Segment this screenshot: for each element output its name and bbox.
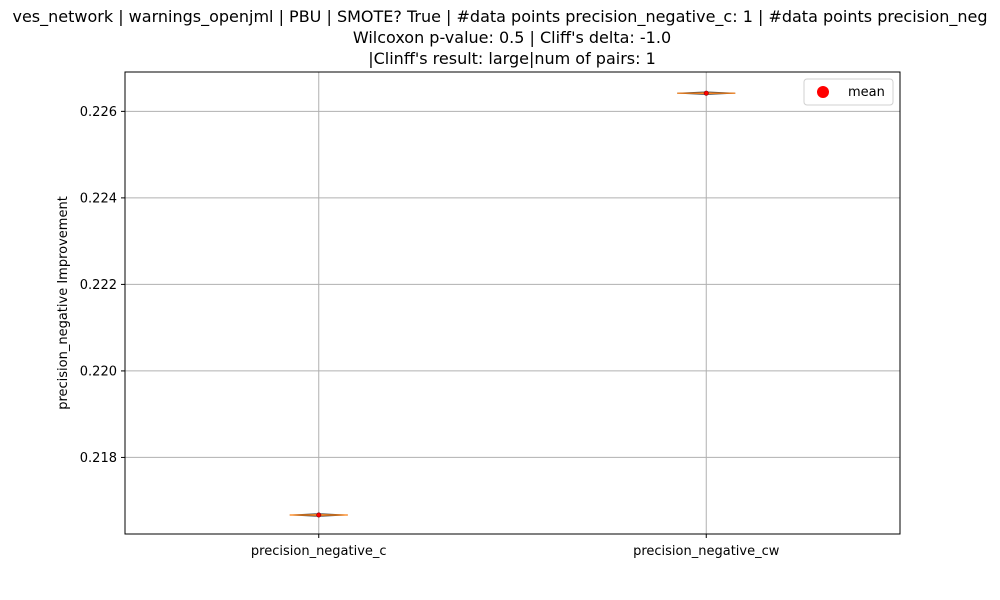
y-tick-label: 0.224 <box>80 191 117 206</box>
chart-title: ves_network | warnings_openjml | PBU | S… <box>12 7 987 68</box>
y-tick-label: 0.222 <box>80 278 117 293</box>
title-line-3: |Clinff's result: large|num of pairs: 1 <box>368 49 656 68</box>
grid <box>125 72 900 534</box>
x-tick-label: precision_negative_c <box>251 544 387 559</box>
x-axis: precision_negative_c precision_negative_c… <box>251 534 780 559</box>
legend-box <box>803 78 894 106</box>
mean-marker <box>316 512 322 518</box>
title-line-1: ves_network | warnings_openjml | PBU | S… <box>12 7 987 27</box>
y-axis-label: precision_negative Improvement <box>56 196 71 410</box>
legend-label-mean: mean <box>848 85 885 100</box>
y-tick-label: 0.226 <box>80 105 117 120</box>
y-tick-label: 0.220 <box>80 364 117 379</box>
mean-marker <box>703 90 709 96</box>
y-axis: 0.218 0.220 0.222 0.224 0.226 <box>80 105 125 466</box>
x-tick-label: precision_negative_cw <box>633 544 780 559</box>
y-tick-label: 0.218 <box>80 451 117 466</box>
plot-marks <box>289 90 736 518</box>
legend: mean <box>803 78 894 106</box>
legend-mean-marker <box>817 86 829 98</box>
plot-frame <box>124 71 901 535</box>
title-line-2: Wilcoxon p-value: 0.5 | Cliff's delta: -… <box>353 28 671 47</box>
